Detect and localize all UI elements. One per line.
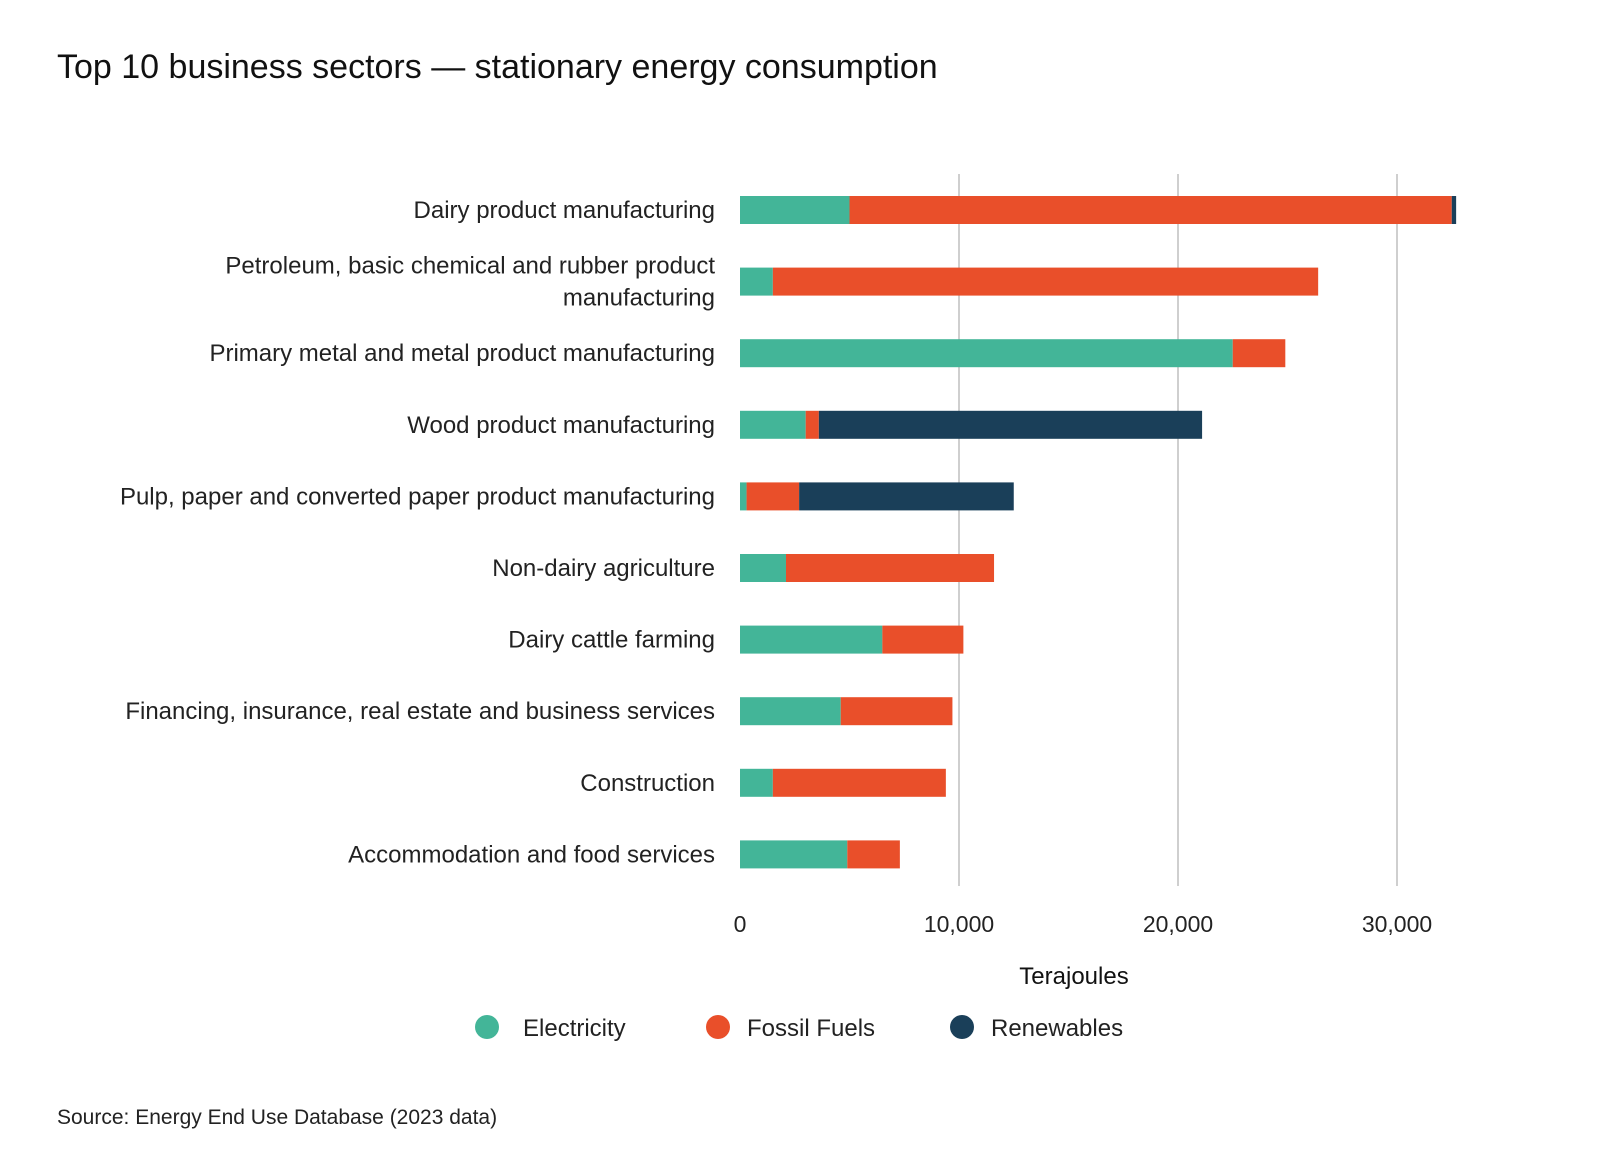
category-label: Dairy cattle farming xyxy=(508,627,715,654)
bar-electricity xyxy=(740,840,848,869)
category-labels: Dairy product manufacturing Petroleum, ba… xyxy=(120,197,715,868)
bar-electricity xyxy=(740,482,747,511)
bar-electricity xyxy=(740,339,1233,368)
bar-fossil-fuels xyxy=(840,697,953,726)
bar-electricity xyxy=(740,625,883,654)
bar-fossil-fuels xyxy=(882,625,964,654)
bar-fossil-fuels xyxy=(772,267,1319,296)
legend-label: Fossil Fuels xyxy=(747,1015,875,1042)
category-label: Financing, insurance, real estate and bu… xyxy=(125,698,715,725)
source-note: Source: Energy End Use Database (2023 da… xyxy=(57,1106,498,1129)
legend-swatch-renewables xyxy=(950,1015,974,1039)
chart-title: Top 10 business sectors — stationary ene… xyxy=(57,48,938,86)
category-label: Non-dairy agriculture xyxy=(492,555,715,582)
x-tick-labels: 0 10,000 20,000 30,000 xyxy=(734,911,1433,937)
category-label: Accommodation and food services xyxy=(348,841,715,868)
legend-label: Electricity xyxy=(523,1015,626,1042)
bar-fossil-fuels xyxy=(785,554,995,582)
bar-fossil-fuels xyxy=(805,410,819,439)
category-label: Construction xyxy=(580,770,715,797)
bar-electricity xyxy=(740,410,806,439)
bar-renewables xyxy=(799,482,1014,511)
x-tick-label: 20,000 xyxy=(1143,911,1213,937)
legend-label: Renewables xyxy=(991,1015,1123,1042)
x-tick-label: 30,000 xyxy=(1362,911,1432,937)
bar-renewables xyxy=(818,410,1203,439)
bar-fossil-fuels xyxy=(849,196,1452,224)
x-tick-label: 10,000 xyxy=(924,911,994,937)
bar-fossil-fuels xyxy=(1232,339,1286,368)
bar-fossil-fuels xyxy=(847,840,900,869)
category-label: Petroleum, basic chemical and rubber pro… xyxy=(225,253,715,280)
bar-electricity xyxy=(740,697,841,726)
bar-fossil-fuels xyxy=(746,482,800,511)
category-label: Dairy product manufacturing xyxy=(414,197,715,224)
bar-fossil-fuels xyxy=(772,768,946,797)
bar-electricity xyxy=(740,196,850,224)
x-axis-title: Terajoules xyxy=(1019,963,1128,990)
category-label: Wood product manufacturing xyxy=(407,412,715,439)
bar-electricity xyxy=(740,554,786,582)
x-tick-label: 0 xyxy=(734,911,747,937)
legend-swatch-fossil-fuels xyxy=(706,1015,730,1039)
legend-swatch-electricity xyxy=(475,1015,499,1039)
category-label: Pulp, paper and converted paper product … xyxy=(120,483,715,510)
category-label: manufacturing xyxy=(563,285,715,312)
bar-electricity xyxy=(740,267,773,296)
bar-renewables xyxy=(1451,196,1457,224)
bar-electricity xyxy=(740,768,773,797)
bars xyxy=(740,196,1457,869)
category-label: Primary metal and metal product manufact… xyxy=(209,340,715,367)
legend: Electricity Fossil Fuels Renewables xyxy=(475,1015,1123,1042)
